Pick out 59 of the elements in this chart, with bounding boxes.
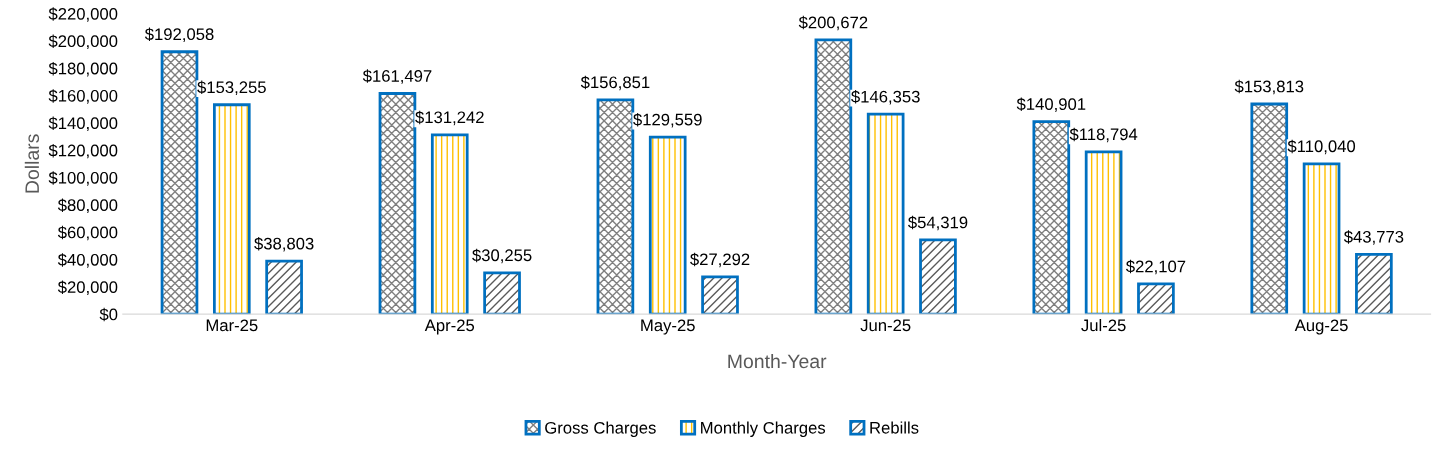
data-label: $153,813 <box>1234 79 1304 95</box>
bar <box>1302 162 1341 315</box>
bar <box>866 112 905 315</box>
y-tick-label: $180,000 <box>48 61 118 77</box>
bar <box>919 238 957 315</box>
data-label: $153,255 <box>197 80 266 96</box>
data-label: $200,672 <box>798 15 868 31</box>
data-label: $22,107 <box>1125 259 1186 275</box>
data-label: $43,773 <box>1343 230 1404 245</box>
y-axis-title: Dollars <box>24 134 40 193</box>
y-tick-label: $140,000 <box>48 116 118 132</box>
data-label: $30,255 <box>472 248 532 264</box>
bar <box>265 259 303 315</box>
y-tick-label: $200,000 <box>48 34 118 50</box>
x-axis-title: Month-Year <box>728 353 827 369</box>
data-label: $118,794 <box>1069 127 1138 143</box>
bar <box>1355 252 1393 315</box>
y-tick-label: $20,000 <box>57 280 118 295</box>
data-label: $129,559 <box>633 113 702 128</box>
bar <box>160 50 199 315</box>
data-label: $192,058 <box>144 27 214 43</box>
data-label: $156,851 <box>580 75 650 91</box>
data-label: $146,353 <box>851 90 920 105</box>
x-tick-label: Jun-25 <box>860 319 911 332</box>
y-tick-label: $100,000 <box>48 171 118 186</box>
bar <box>378 92 417 315</box>
bar <box>814 38 853 315</box>
y-tick-label: $160,000 <box>48 89 118 104</box>
x-tick-label: May-25 <box>641 319 695 335</box>
legend-label: Rebills <box>870 421 919 434</box>
data-label: $38,803 <box>254 236 314 252</box>
x-tick-label: Mar-25 <box>206 319 258 332</box>
x-tick-label: Apr-25 <box>424 319 475 335</box>
y-tick-label: $60,000 <box>57 225 118 241</box>
bar <box>1137 282 1175 315</box>
y-tick-label: $120,000 <box>48 143 118 159</box>
x-tick-label: Jul-25 <box>1081 319 1126 332</box>
bar <box>1250 102 1289 315</box>
legend-label: Monthly Charges <box>701 421 826 437</box>
bar <box>212 103 251 315</box>
bar <box>1084 150 1123 315</box>
data-label: $161,497 <box>362 69 432 84</box>
legend-label: Gross Charges <box>545 421 656 437</box>
bar <box>701 275 739 315</box>
data-label: $54,319 <box>908 215 968 231</box>
data-label: $110,040 <box>1287 139 1356 155</box>
bar <box>430 133 469 315</box>
bar <box>483 271 521 315</box>
data-label: $140,901 <box>1016 97 1086 112</box>
y-tick-label: $40,000 <box>57 253 118 268</box>
y-tick-label: $220,000 <box>48 7 118 22</box>
y-tick-label: $0 <box>99 307 118 322</box>
data-label: $27,292 <box>690 252 750 268</box>
bar <box>648 135 687 315</box>
data-label: $131,242 <box>415 110 484 126</box>
bar <box>596 98 635 315</box>
y-tick-label: $80,000 <box>57 198 118 214</box>
x-tick-label: Aug-25 <box>1294 319 1348 335</box>
bar <box>1032 120 1071 315</box>
